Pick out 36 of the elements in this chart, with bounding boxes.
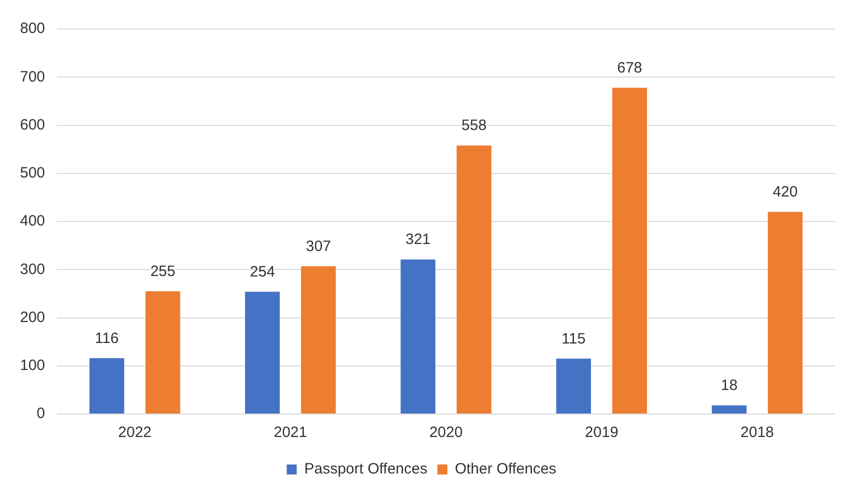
bar — [145, 291, 180, 414]
y-tick-label: 0 — [36, 405, 46, 422]
bar — [768, 212, 803, 414]
bar — [301, 266, 336, 414]
y-tick-label: 700 — [20, 68, 46, 86]
data-label: 321 — [405, 231, 431, 248]
data-label: 254 — [250, 263, 275, 280]
data-label: 420 — [772, 184, 798, 201]
bar — [89, 358, 124, 414]
y-tick-label: 800 — [20, 20, 46, 38]
x-tick-label: 2021 — [274, 424, 308, 442]
y-tick-label: 300 — [20, 260, 46, 278]
bar — [456, 145, 492, 414]
y-tick-label: 100 — [20, 357, 46, 374]
y-tick-label: 500 — [20, 164, 46, 182]
x-tick-label: 2020 — [429, 424, 463, 442]
x-tick-label: 2022 — [118, 424, 152, 442]
data-label: 307 — [306, 238, 331, 255]
legend-label: Other Offences — [454, 460, 556, 478]
x-tick-label: 2018 — [740, 424, 774, 442]
data-label: 116 — [94, 330, 119, 347]
data-label: 115 — [562, 330, 586, 348]
data-label: 678 — [617, 59, 642, 76]
y-tick-label: 600 — [20, 116, 46, 134]
legend-label: Passport Offences — [304, 460, 428, 478]
y-tick-label: 400 — [20, 212, 46, 230]
bar — [712, 405, 747, 414]
bar — [612, 88, 647, 414]
y-tick-label: 200 — [20, 308, 46, 326]
data-label: 18 — [720, 376, 738, 394]
data-label: 558 — [462, 117, 487, 134]
bar — [400, 260, 436, 414]
bar — [245, 292, 280, 414]
x-tick-label: 2019 — [584, 424, 618, 442]
data-label: 255 — [150, 262, 176, 280]
bar — [556, 358, 591, 414]
